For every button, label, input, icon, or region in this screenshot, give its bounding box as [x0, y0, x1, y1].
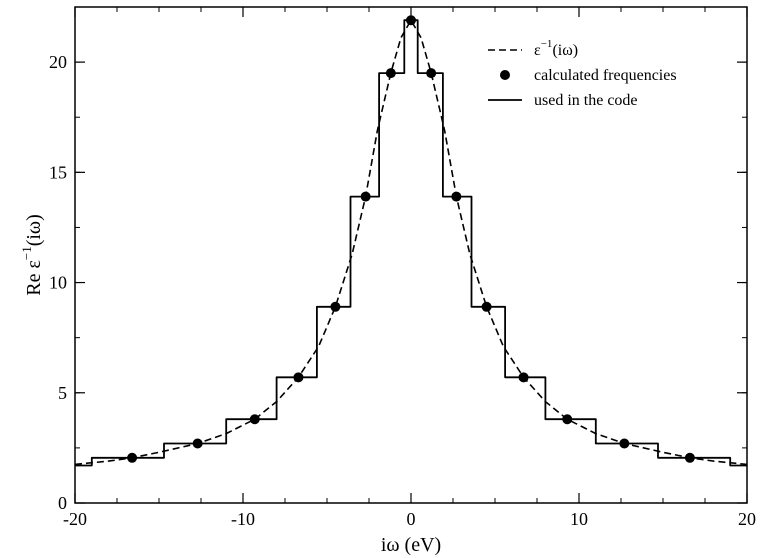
x-axis-label: iω (eV)	[381, 534, 441, 556]
y-tick-label: 10	[49, 273, 67, 293]
y-tick-label: 15	[49, 162, 67, 182]
x-tick-label: -10	[231, 509, 255, 529]
y-tick-label: 0	[58, 493, 67, 513]
x-tick-label: 10	[570, 509, 588, 529]
x-tick-label: 20	[738, 509, 756, 529]
y-axis-label-tail: (iω)	[23, 214, 45, 246]
y-tick-label: 20	[49, 52, 67, 72]
legend-label-used: used in the code	[534, 92, 638, 109]
y-tick-label: 5	[58, 383, 67, 403]
series-layer	[74, 15, 748, 467]
legend-marker	[500, 70, 510, 80]
x-tick-label: -20	[63, 509, 87, 529]
series-line-step	[75, 19, 747, 467]
legend-label-calculated: calculated frequencies	[534, 67, 677, 84]
y-axis-label: Re ε−1(iω)	[19, 214, 45, 296]
y-axis-label-base: Re ε	[23, 260, 45, 296]
legend-label-dielectric: ε−1(iω)	[534, 38, 578, 59]
y-axis-label-sup: −1	[19, 246, 34, 260]
x-tick-label: 0	[407, 509, 416, 529]
axis-ticks: -20 -10 0 10 20 0 5 10 15 20	[49, 6, 756, 529]
legend: ε−1(iω) calculated frequencies used in t…	[488, 38, 677, 109]
series-line-dielectric	[74, 19, 748, 466]
